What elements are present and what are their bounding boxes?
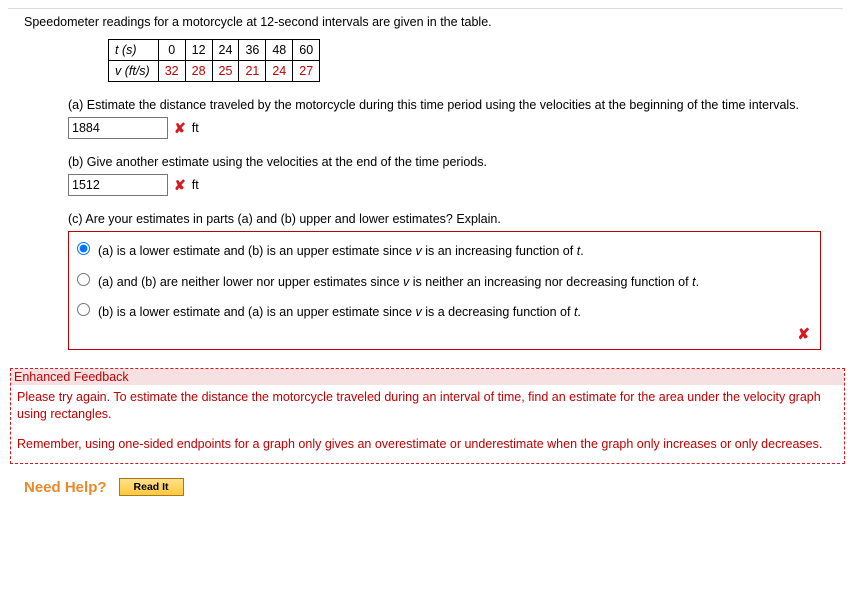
mc-option-3-text: (b) is a lower estimate and (a) is an up…	[98, 303, 812, 321]
cell: 0	[158, 40, 185, 61]
cell: 27	[293, 61, 320, 82]
part-b-input[interactable]	[68, 174, 168, 196]
mc-box: (a) is a lower estimate and (b) is an up…	[68, 231, 821, 349]
cell: 21	[239, 61, 266, 82]
part-a: (a) Estimate the distance traveled by th…	[68, 96, 828, 139]
cell: 32	[158, 61, 185, 82]
part-c: (c) Are your estimates in parts (a) and …	[68, 210, 828, 350]
cell: 24	[266, 61, 293, 82]
need-help-row: Need Help? Read It	[24, 478, 843, 496]
part-b-text: (b) Give another estimate using the velo…	[68, 153, 828, 171]
cell: 24	[212, 40, 239, 61]
mc-option-3[interactable]: (b) is a lower estimate and (a) is an up…	[77, 301, 812, 321]
feedback-title: Enhanced Feedback	[11, 369, 844, 385]
cell: 48	[266, 40, 293, 61]
mc-radio-2[interactable]	[77, 273, 90, 286]
mc-option-2[interactable]: (a) and (b) are neither lower nor upper …	[77, 271, 812, 291]
mc-option-1-text: (a) is a lower estimate and (b) is an up…	[98, 242, 812, 260]
mc-option-1[interactable]: (a) is a lower estimate and (b) is an up…	[77, 240, 812, 260]
feedback-p2: Remember, using one-sided endpoints for …	[17, 436, 838, 454]
mc-radio-1[interactable]	[77, 242, 90, 255]
wrong-icon: ✘	[174, 177, 186, 194]
t-header: t (s)	[115, 43, 137, 57]
part-a-text: (a) Estimate the distance traveled by th…	[68, 96, 828, 114]
data-table: t (s) 0 12 24 36 48 60 v (ft/s) 32 28 25…	[108, 39, 320, 82]
wrong-icon: ✘	[77, 325, 812, 343]
part-b: (b) Give another estimate using the velo…	[68, 153, 828, 196]
part-a-input[interactable]	[68, 117, 168, 139]
mc-option-2-text: (a) and (b) are neither lower nor upper …	[98, 273, 812, 291]
part-a-unit: ft	[192, 121, 199, 135]
v-header: v (ft/s)	[115, 64, 150, 78]
question-container: Speedometer readings for a motorcycle at…	[8, 8, 843, 496]
cell: 12	[185, 40, 212, 61]
cell: 36	[239, 40, 266, 61]
table-row: t (s) 0 12 24 36 48 60	[109, 40, 320, 61]
feedback-box: Enhanced Feedback Please try again. To e…	[10, 368, 845, 465]
wrong-icon: ✘	[174, 120, 186, 137]
part-a-answer-row: ✘ ft	[68, 117, 828, 139]
part-c-text: (c) Are your estimates in parts (a) and …	[68, 210, 828, 228]
need-help-label: Need Help?	[24, 479, 107, 496]
spacer	[17, 424, 838, 436]
cell: 25	[212, 61, 239, 82]
read-it-button[interactable]: Read It	[119, 478, 184, 496]
cell: 60	[293, 40, 320, 61]
prompt-text: Speedometer readings for a motorcycle at…	[24, 15, 843, 29]
feedback-p1: Please try again. To estimate the distan…	[17, 389, 838, 424]
mc-radio-3[interactable]	[77, 303, 90, 316]
cell: 28	[185, 61, 212, 82]
part-b-answer-row: ✘ ft	[68, 174, 828, 196]
table-row: v (ft/s) 32 28 25 21 24 27	[109, 61, 320, 82]
part-b-unit: ft	[192, 178, 199, 192]
